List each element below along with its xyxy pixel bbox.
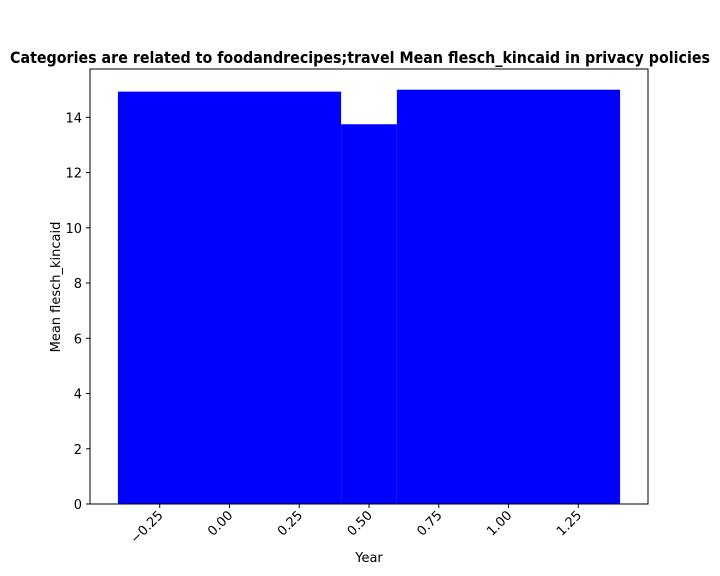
x-tick-label-4: 0.75	[414, 508, 445, 539]
x-tick-label-3: 0.50	[345, 508, 376, 539]
x-axis-label: Year	[354, 551, 383, 566]
x-tick-label-6: 1.25	[554, 508, 585, 539]
y-tick-label-2: 4	[74, 388, 82, 403]
x-tick-label-2: 0.25	[275, 508, 306, 539]
x-tick-label-5: 1.00	[484, 508, 515, 539]
y-tick-label-1: 2	[74, 443, 82, 458]
x-tick-label-1: 0.00	[205, 508, 236, 539]
bars	[117, 89, 621, 505]
y-tick-label-5: 10	[65, 222, 82, 237]
x-axis: −0.25 0.00 0.25 0.50 0.75 1.00 1.25	[128, 504, 585, 547]
y-tick-label-4: 8	[74, 277, 82, 292]
bar-2	[396, 89, 621, 504]
y-tick-label-6: 12	[65, 167, 82, 182]
y-axis-label: Mean flesch_kincaid	[49, 222, 64, 353]
y-tick-label-0: 0	[74, 498, 82, 513]
y-axis: 0 2 4 6 8 10 12 14	[65, 111, 90, 513]
bar-0	[117, 91, 342, 505]
y-tick-label-7: 14	[65, 111, 82, 126]
chart-title: Categories are related to foodandrecipes…	[10, 48, 710, 67]
bar-1	[341, 124, 397, 504]
x-tick-label-0: −0.25	[128, 508, 167, 547]
y-tick-label-3: 6	[74, 332, 82, 347]
